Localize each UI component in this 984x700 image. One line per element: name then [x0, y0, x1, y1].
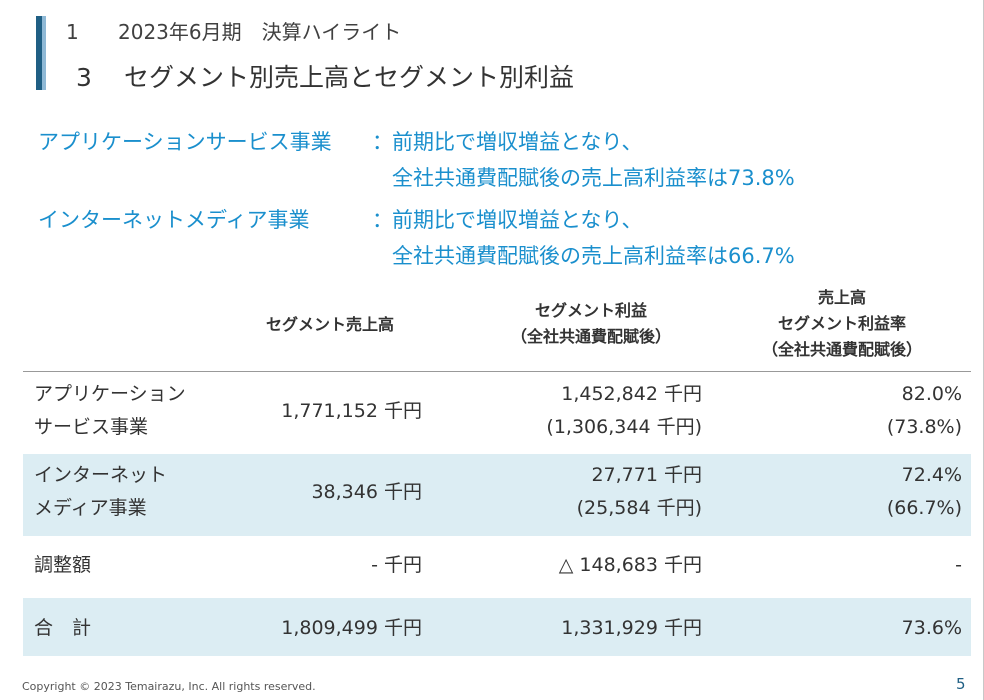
highlight-media-label: インターネットメディア事業 — [38, 208, 310, 232]
row-adjustment-profit: △ 148,683 千円 — [558, 554, 702, 576]
copyright-notice: Copyright © 2023 Temairazu, Inc. All rig… — [22, 680, 316, 693]
row-app-name-line2: サービス事業 — [34, 416, 149, 438]
column-header-rate: 売上高 セグメント利益率 （全社共通費配賦後） — [722, 285, 962, 363]
row-app-profit: 1,452,842 千円 — [561, 383, 702, 405]
row-media-name-line1: インターネット — [34, 464, 168, 486]
row-total-profit: 1,331,929 千円 — [561, 617, 702, 639]
highlight-app-colon: ： — [372, 130, 393, 154]
row-media-name-line2: メディア事業 — [34, 497, 147, 519]
highlight-app-label: アプリケーションサービス事業 — [38, 130, 332, 154]
title-accent-bar — [36, 16, 42, 90]
row-media-rate: 72.4% — [901, 464, 962, 486]
row-media-sales: 38,346 千円 — [311, 481, 422, 503]
column-header-profit: セグメント利益 （全社共通費配賦後） — [466, 298, 716, 350]
column-header-rate-line3: （全社共通費配賦後） — [761, 340, 922, 359]
page-title-text: セグメント別売上高とセグメント別利益 — [124, 63, 575, 92]
row-adjustment-sales: - 千円 — [371, 554, 422, 576]
table-row-band-media — [23, 454, 971, 536]
highlight-media-colon: ： — [372, 208, 393, 232]
title-accent-bar-light — [42, 16, 46, 90]
column-header-rate-line2: セグメント利益率 — [777, 314, 906, 333]
row-app-rate: 82.0% — [901, 383, 962, 405]
row-app-sales: 1,771,152 千円 — [281, 400, 422, 422]
row-media-rate-allocated: (66.7%) — [886, 497, 962, 519]
page-number: 5 — [956, 675, 966, 693]
column-header-profit-line2: （全社共通費配賦後） — [510, 327, 671, 346]
column-header-rate-line1: 売上高 — [817, 288, 866, 307]
page-title: 3 セグメント別売上高とセグメント別利益 — [76, 58, 574, 94]
column-header-sales: セグメント売上高 — [265, 315, 394, 334]
table-header-divider — [23, 371, 971, 372]
row-media-profit: 27,771 千円 — [591, 464, 702, 486]
row-adjustment-name: 調整額 — [34, 554, 92, 576]
section-title: 2023年6月期 決算ハイライト — [118, 20, 402, 44]
row-app-rate-allocated: (73.8%) — [886, 416, 962, 438]
row-total-name: 合 計 — [34, 617, 92, 639]
section-number: 1 — [66, 20, 79, 44]
row-app-profit-allocated: (1,306,344 千円) — [546, 416, 702, 438]
highlight-app-line2: 全社共通費配賦後の売上高利益率は73.8% — [392, 166, 795, 190]
section-heading: 1 2023年6月期 決算ハイライト — [66, 16, 401, 45]
row-total-sales: 1,809,499 千円 — [281, 617, 422, 639]
highlight-media-line2: 全社共通費配賦後の売上高利益率は66.7% — [392, 244, 795, 268]
page-title-number: 3 — [76, 63, 92, 92]
row-app-name-line1: アプリケーション — [34, 383, 186, 405]
row-adjustment-rate: - — [955, 554, 962, 576]
column-header-profit-line1: セグメント利益 — [534, 301, 647, 320]
highlight-media-line1: 前期比で増収増益となり、 — [392, 208, 643, 232]
highlight-app-line1: 前期比で増収増益となり、 — [392, 130, 643, 154]
row-total-rate: 73.6% — [901, 617, 962, 639]
row-media-profit-allocated: (25,584 千円) — [576, 497, 702, 519]
table-row-band-total — [23, 598, 971, 656]
